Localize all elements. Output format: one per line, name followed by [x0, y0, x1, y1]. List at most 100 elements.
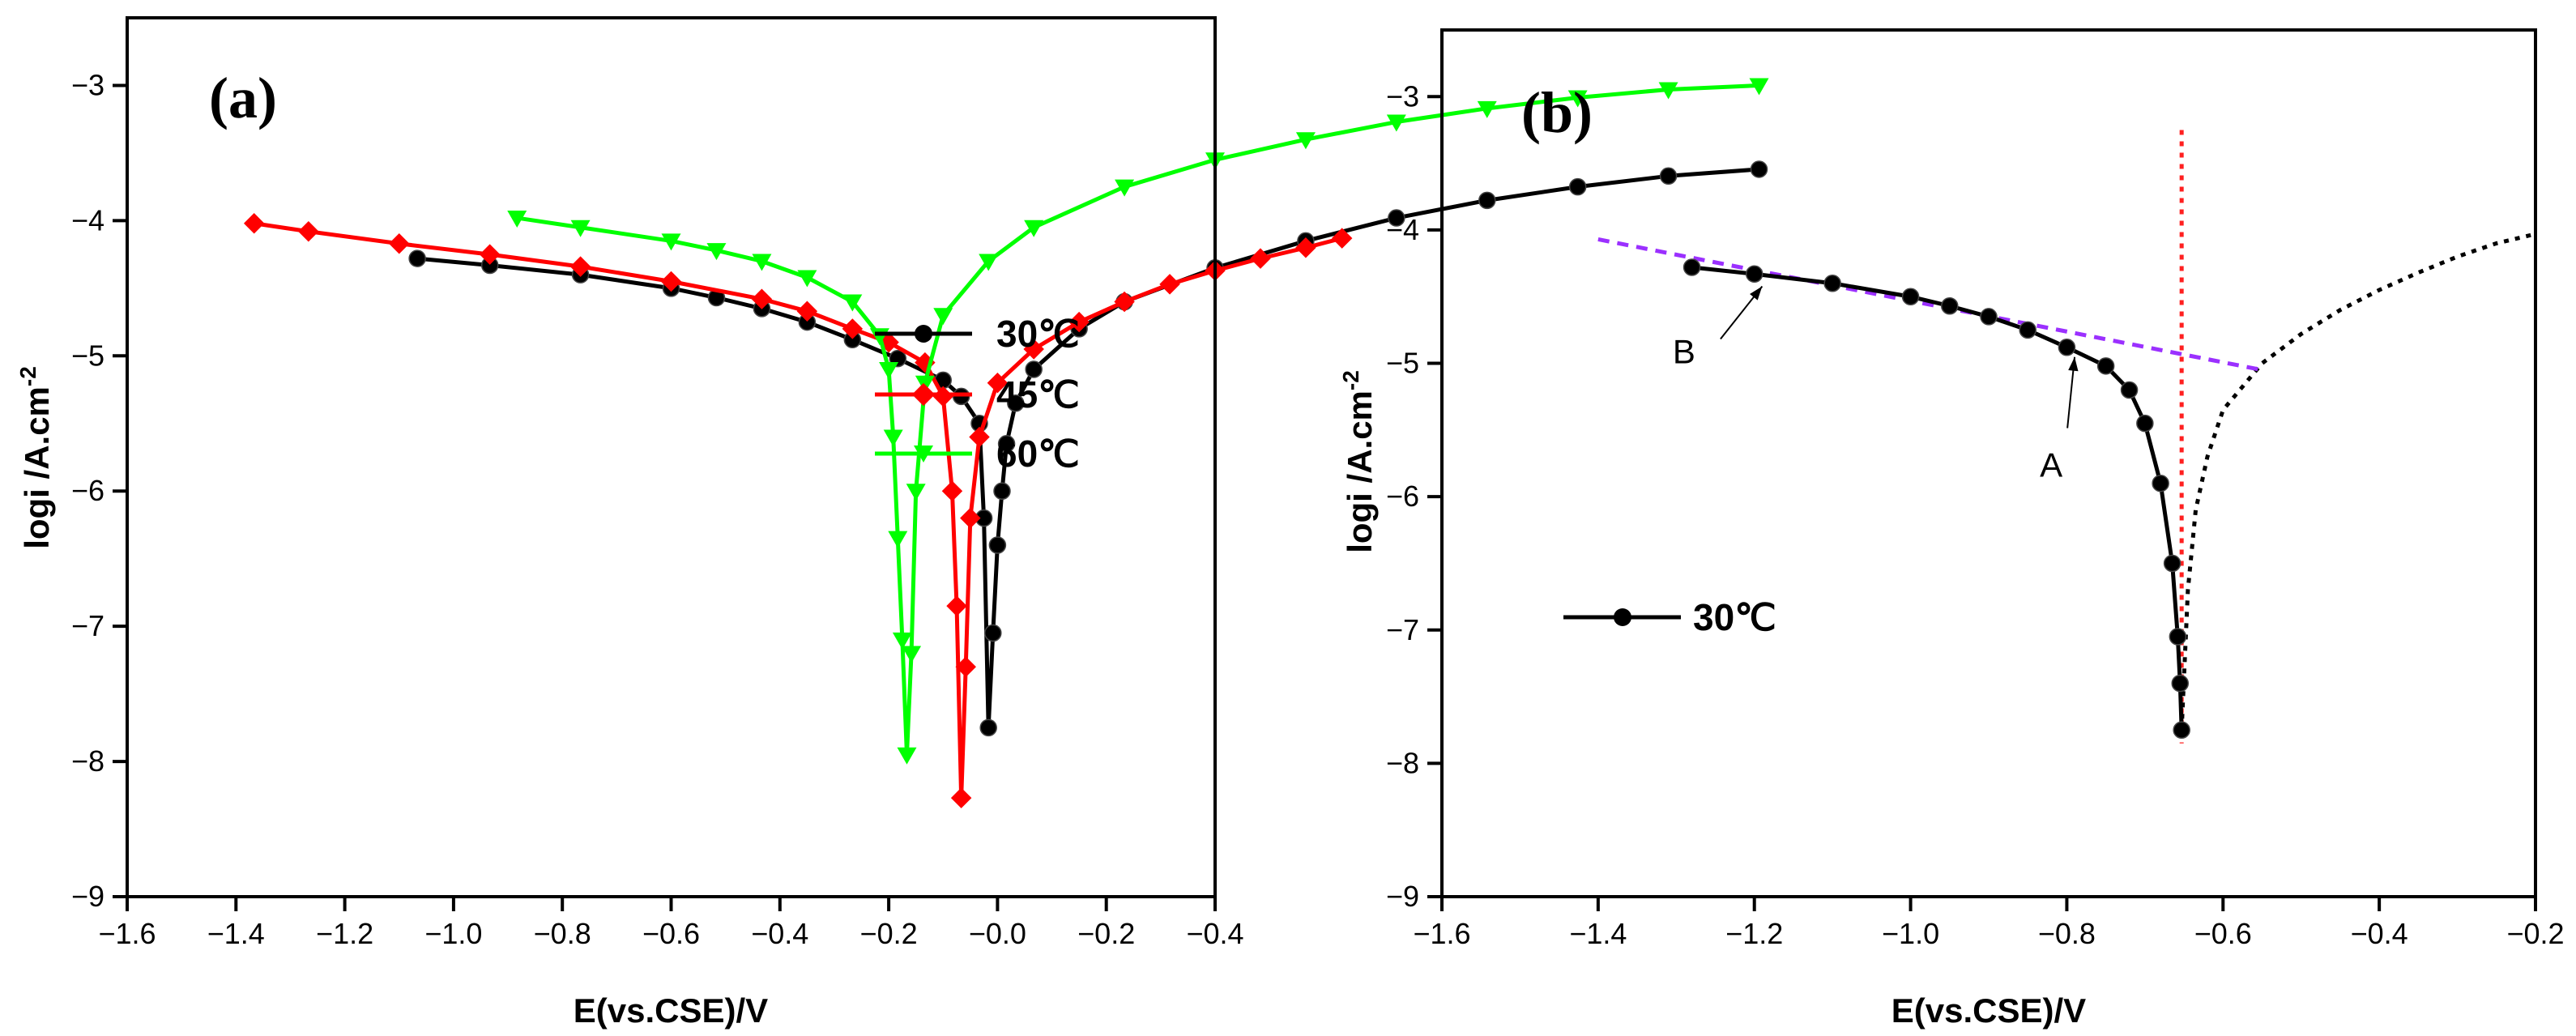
- x-tick-label: −0.4: [2351, 917, 2408, 950]
- annotation-arrowhead-A: [2068, 356, 2079, 372]
- data-point: [796, 301, 818, 322]
- data-point: [2019, 321, 2036, 339]
- data-point: [570, 220, 591, 237]
- data-point: [2163, 554, 2181, 573]
- data-point: [941, 480, 963, 501]
- legend-label-45c: 45℃: [996, 373, 1080, 416]
- data-point: [842, 294, 863, 312]
- data-point: [969, 426, 990, 448]
- data-point: [1478, 191, 1496, 210]
- panel-b-ticks: −1.6 −1.4 −1.2 −1.0 −0.8 −0.6 −0.4 −0.2 −9 −8 −7 −6…: [1386, 79, 2565, 950]
- data-point: [993, 482, 1011, 500]
- x-tick-label: −0.8: [534, 917, 591, 950]
- panel-a-y-axis-label-main: logi /A.cm: [18, 386, 56, 549]
- data-point: [1901, 288, 1920, 305]
- legend-item-45c: 45℃: [875, 373, 1080, 416]
- panel-b: −1.6 −1.4 −1.2 −1.0 −0.8 −0.6 −0.4 −0.2 −9 −8 −7 −6…: [1338, 28, 2565, 1030]
- data-point: [797, 270, 817, 288]
- y-tick-label: −4: [1386, 213, 1419, 246]
- y-tick-label: −8: [1386, 746, 1419, 779]
- x-tick-label: −1.6: [98, 917, 156, 950]
- x-tick-label: −1.0: [1882, 917, 1939, 950]
- series-line-1: [254, 221, 1343, 800]
- anodic-branch: [2179, 232, 2536, 731]
- data-point: [1659, 167, 1678, 185]
- legend-item-60c: 60℃: [875, 433, 1080, 475]
- legend-item-30c: 30℃: [875, 313, 1080, 355]
- panel-b-x-axis-label: E(vs.CSE)/V: [1891, 991, 2086, 1030]
- panel-a-y-axis-label: logi /A.cm-2: [15, 366, 56, 549]
- panel-b-tag: (b): [1521, 80, 1593, 145]
- x-tick-label: −1.0: [424, 917, 482, 950]
- data-point: [979, 254, 999, 271]
- panel-b-y-axis-label: logi /A.cm-2: [1338, 370, 1379, 553]
- x-tick-label: −0.6: [2194, 917, 2252, 950]
- annotation-label-A: A: [2040, 446, 2062, 484]
- x-tick-label: −0.4: [1186, 917, 1243, 950]
- tafel-fit: [1597, 237, 2263, 373]
- data-point: [2171, 674, 2189, 693]
- y-tick-label: −4: [71, 203, 104, 237]
- data-point: [2120, 381, 2139, 399]
- x-tick-label: −0.2: [1077, 917, 1135, 950]
- y-tick-label: −6: [1386, 480, 1419, 513]
- panel-a-ticks: −1.6 −1.4 −1.2 −1.0 −0.8 −0.6 −0.4 −0.2 −0.0 −0.2…: [71, 68, 1244, 950]
- legend-marker-30c: [915, 325, 932, 343]
- x-tick-label: −0.0: [969, 917, 1026, 950]
- legend-marker-45c: [911, 382, 936, 407]
- panel-b-annotations: AB: [1673, 285, 2079, 484]
- data-point: [1941, 297, 1959, 315]
- data-point: [1025, 360, 1043, 378]
- data-point: [988, 536, 1007, 554]
- data-point: [1750, 160, 1768, 178]
- data-point: [1388, 209, 1405, 227]
- panel-a: −1.6 −1.4 −1.2 −1.0 −0.8 −0.6 −0.4 −0.2 −0.0 −0.2…: [15, 16, 1769, 1030]
- data-point: [879, 362, 899, 379]
- data-point: [1159, 274, 1180, 295]
- x-tick-label: −0.8: [2038, 917, 2096, 950]
- x-tick-label: −1.2: [316, 917, 373, 950]
- data-point: [888, 531, 908, 548]
- data-point: [243, 212, 265, 234]
- data-point: [902, 646, 922, 663]
- data-point: [960, 507, 981, 529]
- data-point: [1568, 177, 1587, 196]
- data-point: [2173, 721, 2190, 739]
- data-point: [706, 243, 727, 261]
- panel-b-y-axis-label-main: logi /A.cm: [1341, 390, 1379, 553]
- y-tick-label: −7: [1386, 613, 1419, 646]
- data-point: [298, 221, 319, 242]
- data-point: [897, 747, 917, 765]
- x-tick-label: −0.2: [2506, 917, 2564, 950]
- data-point: [915, 375, 935, 393]
- panel-b-data-layer: [1597, 130, 2536, 744]
- legend-marker-60c: [914, 446, 933, 463]
- y-tick-label: −7: [71, 609, 104, 642]
- x-tick-label: −0.6: [642, 917, 700, 950]
- x-tick-label: −1.4: [1569, 917, 1627, 950]
- data-point: [1980, 308, 1998, 326]
- y-tick-label: −8: [71, 744, 104, 778]
- data-point: [389, 233, 410, 254]
- data-point: [479, 244, 501, 265]
- x-tick-label: −1.4: [207, 917, 265, 950]
- data-point: [1658, 82, 1678, 100]
- y-tick-label: −3: [71, 68, 104, 101]
- data-point: [1295, 132, 1316, 150]
- data-point: [1683, 258, 1701, 276]
- series-line-0: [1691, 265, 2184, 731]
- data-point: [906, 484, 926, 501]
- panel-a-legend: 30℃ 45℃ 60℃: [875, 313, 1080, 475]
- panel-a-x-axis-label: E(vs.CSE)/V: [574, 991, 768, 1030]
- data-point: [1007, 394, 1025, 412]
- data-point: [569, 256, 591, 277]
- data-point: [1115, 179, 1135, 197]
- panel-b-y-axis-label-sup: -2: [1338, 370, 1363, 390]
- data-point: [408, 249, 426, 267]
- panel-a-tag: (a): [209, 66, 277, 130]
- data-point: [984, 624, 1002, 642]
- data-point: [950, 787, 972, 808]
- y-tick-label: −9: [1386, 880, 1419, 913]
- data-point: [1024, 220, 1044, 237]
